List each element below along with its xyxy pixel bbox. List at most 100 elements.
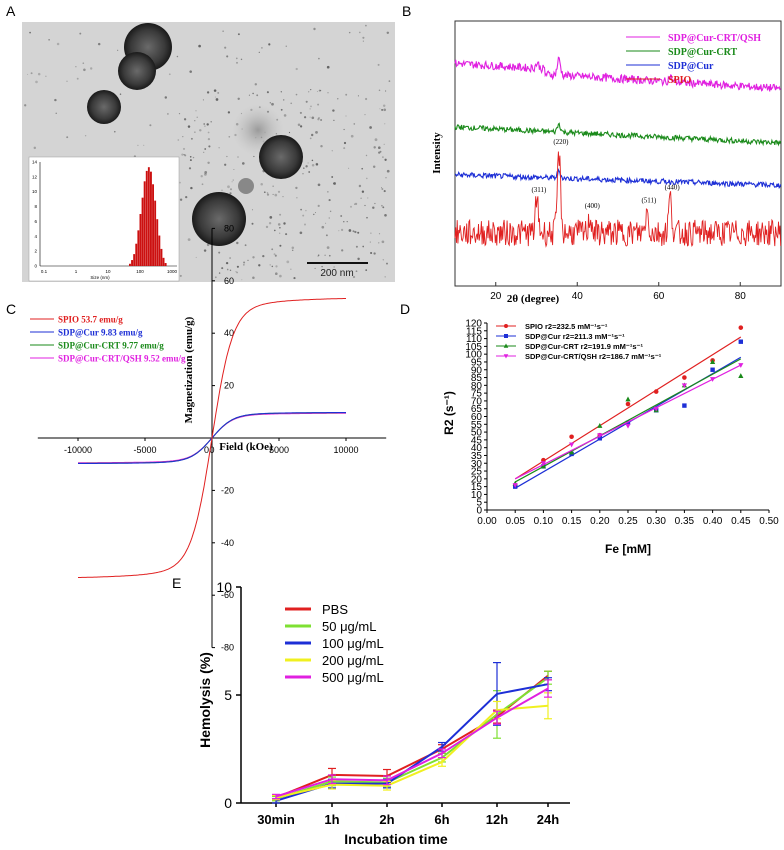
tem-speck (271, 248, 274, 251)
tem-speck (190, 137, 193, 140)
panel-label-e: E (172, 575, 181, 591)
r2-legend-label: SDP@Cur-CRT/QSH r2=186.7 mM⁻¹s⁻¹ (525, 352, 662, 361)
tem-speck (208, 145, 211, 148)
tem-speck (311, 133, 314, 137)
tem-speck (274, 229, 276, 232)
hemolysis-legend-label: 500 μg/mL (322, 670, 384, 685)
tem-speck (318, 89, 321, 92)
tem-speck (282, 196, 284, 198)
tem-speck (343, 221, 345, 223)
tem-speck (309, 108, 311, 110)
inset-ytick-label: 4 (34, 234, 37, 239)
xrd-peak-label: (220) (553, 138, 569, 146)
tem-speck (331, 176, 334, 178)
r2-point (597, 433, 603, 438)
xrd-series-line (454, 56, 782, 92)
tem-speck (318, 57, 320, 60)
tem-speck (27, 73, 29, 75)
r2-ytick-label: 40 (471, 443, 483, 454)
tem-speck (383, 190, 386, 193)
tem-speck (370, 232, 372, 234)
tem-speck (279, 274, 282, 278)
inset-histogram-bar (137, 230, 140, 266)
tem-speck (352, 230, 355, 233)
tem-speck (181, 153, 184, 156)
tem-speck (240, 58, 243, 61)
tem-speck (218, 251, 221, 254)
tem-speck (214, 276, 217, 279)
hemolysis-legend-label: PBS (322, 602, 348, 617)
tem-speck (226, 55, 229, 58)
nanoparticle (118, 52, 156, 90)
r2-ytick-label: 120 (465, 319, 482, 330)
inset-ytick-label: 0 (34, 264, 37, 269)
inset-ytick-label: 8 (34, 204, 37, 209)
tem-speck (229, 257, 232, 259)
tem-speck (269, 264, 271, 266)
tem-speck (227, 111, 231, 114)
tem-speck (328, 199, 331, 202)
tem-speck (235, 271, 237, 273)
tem-speck (343, 141, 347, 145)
tem-speck (303, 223, 307, 226)
r2-point (540, 461, 546, 467)
xrd-ylabel: Intensity (431, 132, 443, 174)
r2-ytick-label: 80 (471, 381, 483, 392)
tem-speck (137, 144, 139, 147)
tem-speck (252, 256, 255, 259)
tem-speck (317, 254, 320, 256)
hemolysis-series-line (275, 674, 549, 799)
tem-speck (215, 98, 219, 101)
tem-speck (79, 32, 82, 35)
tem-speck (149, 124, 152, 127)
inset-histogram-bar (133, 254, 136, 266)
tem-speck (256, 94, 259, 97)
tem-speck (253, 155, 255, 158)
tem-speck (262, 254, 265, 258)
inset-xtick-label: 100 (136, 269, 144, 274)
r2-point (625, 420, 631, 425)
r2-point (625, 396, 631, 402)
r2-fit-line (514, 336, 742, 480)
tem-speck (190, 186, 193, 190)
tem-speck (326, 246, 330, 249)
tem-speck (224, 163, 227, 166)
tem-speck (384, 123, 386, 125)
xrd-peak-label: (400) (585, 202, 601, 210)
tem-speck (311, 159, 314, 162)
tem-speck (311, 164, 315, 167)
tem-speck (184, 154, 187, 157)
tem-speck (383, 143, 385, 145)
r2-xtick-label: 0.20 (590, 516, 610, 527)
tem-speck (114, 130, 116, 133)
tem-speck (338, 230, 340, 232)
panel-label-d: D (400, 301, 410, 317)
r2-ytick-label: 115 (466, 326, 482, 337)
tem-speck (337, 98, 339, 100)
tem-speck (266, 193, 270, 196)
tem-speck (218, 272, 221, 274)
inset-histogram-bar (145, 170, 148, 266)
mag-legend-label: SDP@Cur-CRT 9.77 emu/g (58, 341, 164, 351)
tem-speck (327, 92, 329, 94)
tem-speck (352, 275, 356, 279)
r2-point (597, 436, 602, 441)
tem-speck (360, 197, 362, 199)
r2-ytick-label: 75 (471, 389, 483, 400)
tem-speck (35, 80, 38, 84)
xrd-legend-label: SDP@Cur (668, 61, 714, 72)
tem-speck (199, 129, 202, 132)
tem-speck (231, 181, 233, 183)
r2-legend-label: SDP@Cur r2=211.3 mM⁻¹s⁻¹ (525, 332, 625, 341)
mag-ytick-label: -60 (221, 590, 234, 600)
inset-histogram-bar (154, 200, 157, 266)
inset-ytick-label: 6 (34, 219, 37, 224)
tem-speck (365, 24, 367, 27)
r2-point (710, 377, 716, 382)
inset-xtick-label: 10 (105, 269, 111, 274)
tem-speck (348, 31, 351, 34)
r2-ytick-label: 45 (471, 435, 483, 446)
tem-speck (379, 108, 381, 110)
tem-speck (273, 253, 276, 256)
